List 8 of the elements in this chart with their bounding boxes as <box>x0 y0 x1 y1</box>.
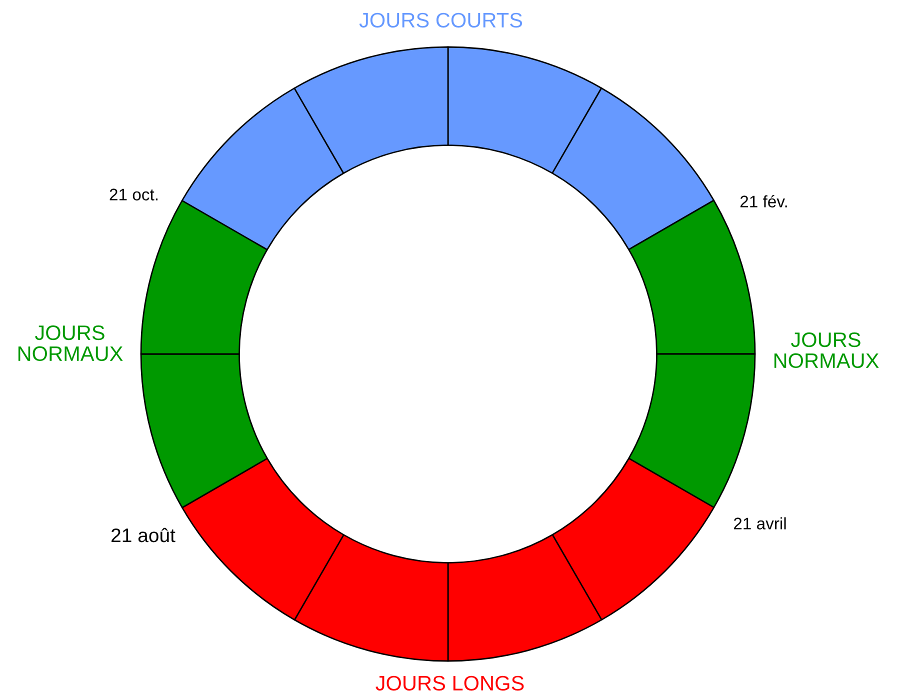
text: JOURS NORMAUX <box>18 325 123 362</box>
text: JOURS COURTS <box>359 12 522 28</box>
text: JOURS LONGS <box>376 676 524 691</box>
text: 21 août <box>112 528 176 542</box>
text: 21 avril <box>734 517 786 530</box>
text: JOURS NORMAUX <box>774 332 879 368</box>
text: 21 oct. <box>110 188 158 200</box>
text: 21 fév. <box>740 195 787 208</box>
